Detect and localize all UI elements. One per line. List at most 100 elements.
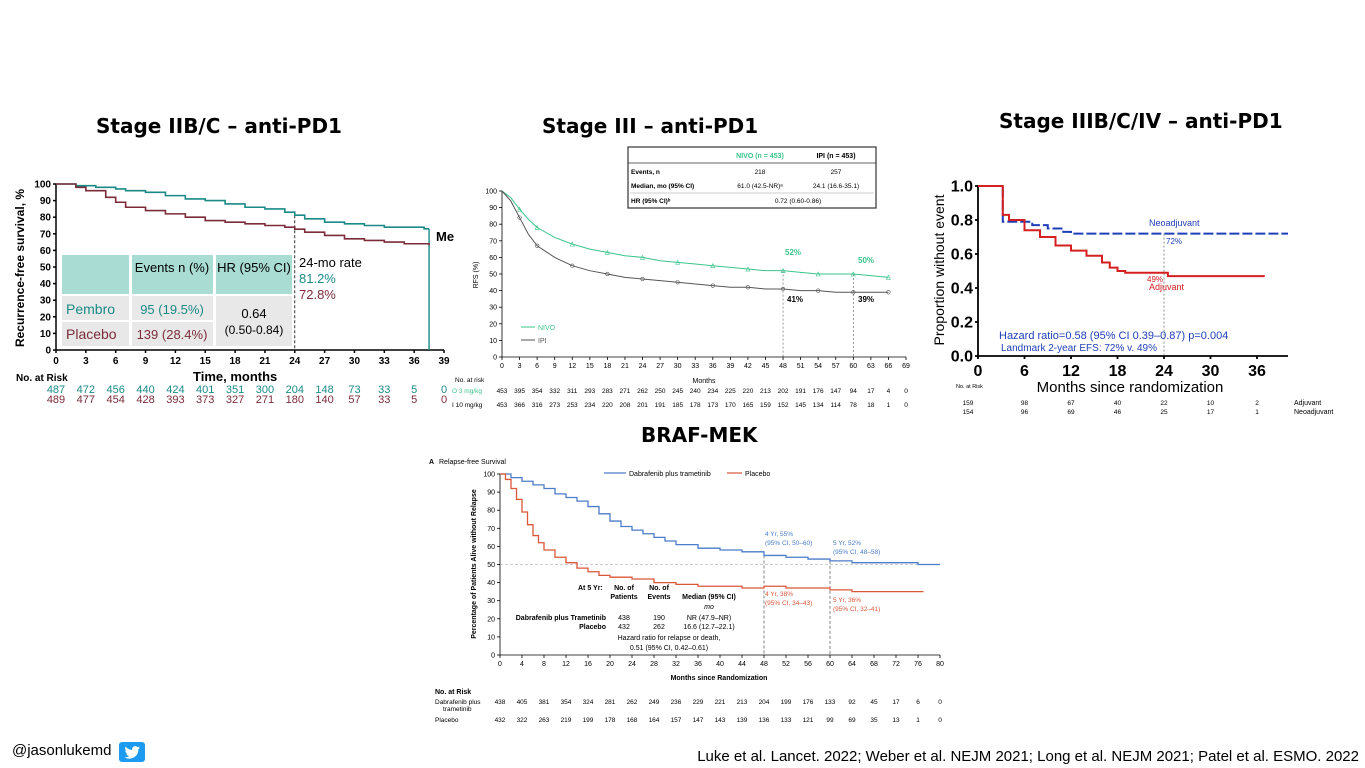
risk-count-placebo: 322 (517, 717, 528, 724)
x-tick-label: 63 (867, 363, 875, 370)
risk-count-ipi: 201 (637, 402, 648, 409)
placebo-row-label: Placebo (66, 326, 117, 342)
risk-count-dt: 176 (803, 699, 814, 706)
pembro-events: 95 (19.5%) (140, 302, 204, 317)
x-tick-label: 36 (1248, 363, 1266, 380)
censor-mark-ipi (517, 215, 522, 220)
x-tick-label: 36 (409, 356, 421, 367)
hr-ci: (0.50-0.84) (225, 323, 284, 337)
pembro-label-cell (62, 296, 129, 320)
risk-count-dt: 405 (517, 699, 528, 706)
nivo-median: 61.0 (42.5-NR)ᵃ (737, 183, 783, 190)
pembro-events-cell (132, 296, 213, 320)
risk-row-dt-label: Dabrafenib plus (435, 699, 481, 706)
x-tick-label: 33 (691, 363, 699, 370)
nivo-ipi-table (627, 146, 877, 209)
censor-mark-ipi (780, 286, 786, 292)
risk-row-pl-label: Placebo (435, 717, 459, 724)
risk-count-ipi: 178 (690, 402, 701, 409)
y-tick-label: 60 (489, 255, 497, 262)
chart-title-stage-iibc: Stage IIB/C – anti-PD1 (96, 114, 342, 138)
y-tick-label: 20 (489, 321, 497, 328)
censor-mark-ipi (710, 283, 715, 288)
risk-count-placebo: 157 (671, 717, 682, 724)
risk-count-placebo: 393 (166, 394, 184, 406)
risk-count-placebo: 263 (539, 717, 550, 724)
table-row2-median: 16.6 (12.7–22.1) (683, 624, 734, 631)
y-tick-label: 100 (483, 471, 495, 478)
twitter-bird-icon[interactable] (119, 742, 145, 762)
risk-count-adjuvant: 10 (1207, 400, 1215, 407)
risk-count-pembro: 300 (256, 384, 274, 396)
neoadjuvant-72-label: 72% (1166, 237, 1182, 246)
nivo-header: NIVO (n = 453) (736, 153, 784, 160)
risk-count-adjuvant: 67 (1067, 400, 1075, 407)
x-tick-label: 54 (814, 363, 822, 370)
x-tick-label: 60 (826, 661, 834, 668)
risk-count-dt: 133 (825, 699, 836, 706)
x-tick-label: 18 (230, 356, 242, 367)
x-tick-label: 24 (639, 363, 647, 370)
risk-count-placebo: 121 (803, 717, 814, 724)
x-axis-label: Time, months (193, 369, 277, 384)
risk-count-ipi: 78 (850, 402, 858, 409)
risk-count-adjuvant: 40 (1114, 400, 1122, 407)
risk-count-pembro: 33 (378, 384, 390, 396)
risk-count-ipi: 273 (549, 402, 560, 409)
risk-count-ipi: 453 (497, 402, 508, 409)
risk-count-placebo: 428 (136, 394, 154, 406)
censor-mark-nivo (885, 274, 891, 280)
risk-count-dt: 281 (605, 699, 616, 706)
x-tick-label: 24 (1155, 363, 1173, 380)
x-tick-label: 12 (1062, 363, 1080, 380)
risk-count-nivo: 225 (725, 388, 736, 395)
y-tick-label: 30 (489, 305, 497, 312)
censor-mark-ipi (570, 263, 575, 268)
x-tick-label: 42 (744, 363, 752, 370)
chart-title-stage-iiibc-iv: Stage IIIB/C/IV – anti-PD1 (999, 109, 1283, 133)
risk-count-ipi: 185 (672, 402, 683, 409)
y-tick-label: 30 (487, 598, 495, 605)
risk-count-ipi: 152 (778, 402, 789, 409)
legend-dt: Dabrafenib plus trametinib (629, 471, 711, 478)
hr-header-cell (216, 255, 292, 294)
y-tick-label: 10 (489, 338, 497, 345)
risk-count-dt: 381 (539, 699, 550, 706)
risk-count-nivo: 4 (887, 388, 891, 395)
risk-count-placebo: 432 (495, 717, 506, 724)
x-tick-label: 21 (621, 363, 629, 370)
y-tick-label: 100 (485, 188, 497, 195)
x-tick-label: 69 (902, 363, 910, 370)
risk-count-dt: 92 (848, 699, 856, 706)
x-tick-label: 4 (520, 661, 524, 668)
x-tick-label: 3 (83, 356, 89, 367)
risk-count-nivo: 17 (867, 388, 875, 395)
risk-count-dt: 221 (715, 699, 726, 706)
x-tick-label: 30 (349, 356, 361, 367)
risk-count-adjuvant: 22 (1160, 400, 1168, 407)
risk-row-adjuvant-label: Adjuvant (1294, 400, 1321, 407)
x-axis-label: Months since Randomization (671, 675, 768, 682)
author-handle[interactable]: @jasonlukemd (12, 742, 112, 759)
x-tick-label: 6 (113, 356, 119, 367)
x-tick-label: 6 (1020, 363, 1029, 380)
series-line-ipi (501, 190, 889, 293)
y-tick-label: 70 (489, 238, 497, 245)
risk-count-dt: 45 (870, 699, 878, 706)
y-axis-label: RFS (%) (473, 262, 480, 289)
x-tick-label: 44 (738, 661, 746, 668)
x-tick-label: 39 (438, 356, 450, 367)
dt-5y-label: 5 Yr, 52% (833, 540, 861, 547)
ipi-header: IPI (n = 453) (816, 153, 855, 160)
landmark-text: Landmark 2-year EFS: 72% v. 49% (1001, 343, 1157, 354)
series-line-nivo (501, 190, 889, 278)
risk-count-dt: 324 (583, 699, 594, 706)
risk-label: No. at Risk (435, 689, 471, 696)
risk-count-neoadjuvant: 25 (1160, 409, 1168, 416)
censor-mark-ipi (886, 290, 891, 295)
y-tick-label: 0 (491, 652, 495, 659)
y-tick-label: 70 (40, 229, 52, 240)
risk-row-nivo-label: O 3 mg/kg (452, 388, 482, 395)
risk-count-placebo: 133 (781, 717, 792, 724)
